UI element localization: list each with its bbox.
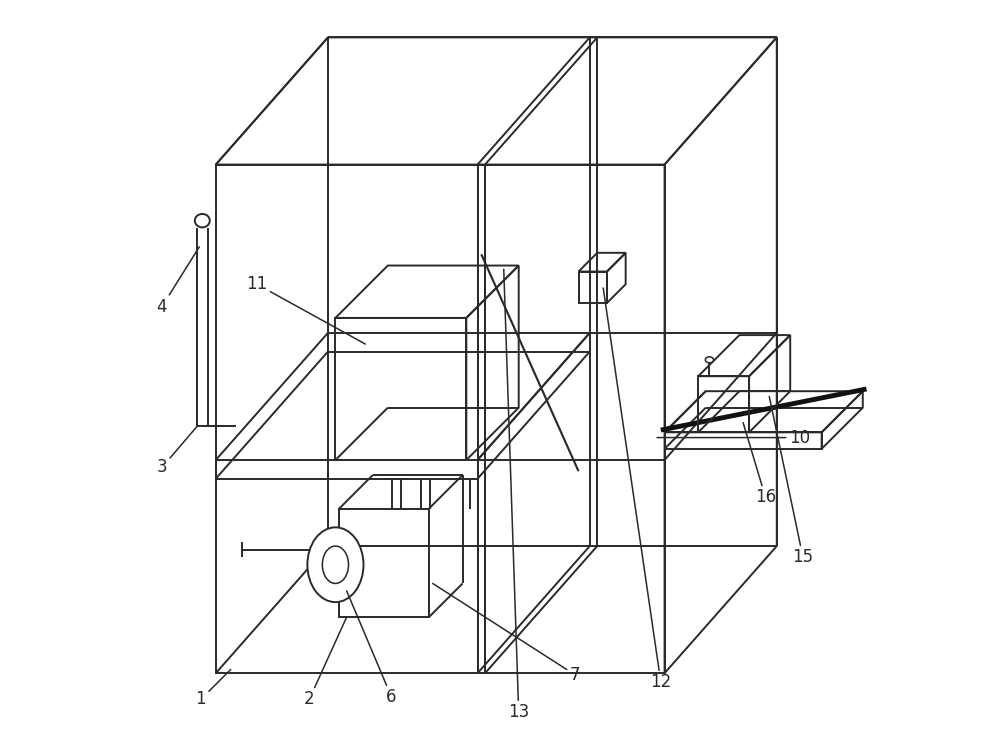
Text: 1: 1 [195, 669, 231, 708]
Ellipse shape [307, 527, 363, 602]
Text: 16: 16 [743, 423, 776, 506]
Text: 13: 13 [504, 269, 529, 721]
Text: 15: 15 [769, 396, 814, 566]
Text: 12: 12 [603, 288, 671, 691]
Text: 11: 11 [246, 275, 365, 344]
Text: 7: 7 [433, 583, 580, 684]
Ellipse shape [705, 357, 714, 363]
Ellipse shape [322, 546, 349, 583]
Text: 10: 10 [657, 429, 810, 447]
Text: 6: 6 [347, 591, 397, 706]
Ellipse shape [195, 214, 210, 227]
Text: 4: 4 [157, 247, 199, 316]
Text: 3: 3 [157, 426, 197, 476]
Text: 2: 2 [304, 617, 347, 708]
